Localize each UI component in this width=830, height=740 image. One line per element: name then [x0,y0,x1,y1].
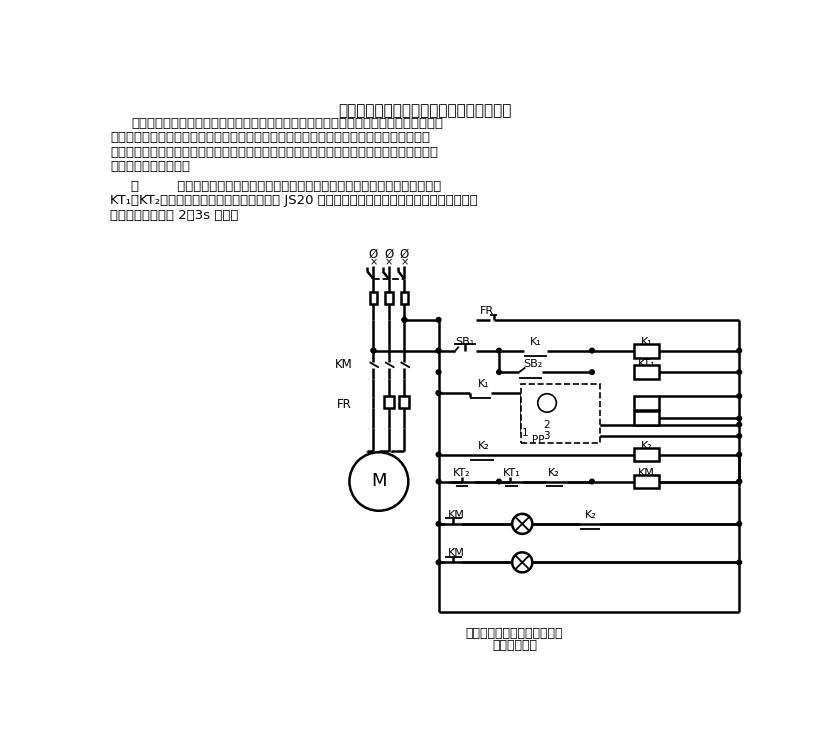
Circle shape [437,370,441,374]
Circle shape [538,394,556,412]
Text: K₂: K₂ [584,510,596,519]
Text: 欲分分不开的情况，压力表触点和中间继电器触点总会产生较大的火花或颤抖，会影响压力表: 欲分分不开的情况，压力表触点和中间继电器触点总会产生较大的火花或颤抖，会影响压力… [110,146,438,159]
Text: 时时，一般调整为 2～3s 即可。: 时时，一般调整为 2～3s 即可。 [110,209,238,222]
Text: FR: FR [337,398,351,411]
Circle shape [589,370,594,374]
Text: PP: PP [532,435,544,445]
Text: KM: KM [335,358,353,371]
Circle shape [737,423,741,427]
Circle shape [437,317,441,322]
Text: 完全使压力表触点接触或未完全使压力表的触点分开时，中间继电器将会产生欲吸吸不住或: 完全使压力表触点接触或未完全使压力表的触点分开时，中间继电器将会产生欲吸吸不住或 [110,131,430,144]
Circle shape [437,349,441,353]
Circle shape [437,480,441,484]
Circle shape [737,370,741,374]
Text: K₂: K₂ [547,468,559,478]
Text: KM: KM [448,548,465,558]
Text: ×: × [400,258,408,268]
Text: 1: 1 [522,428,529,438]
Bar [634,343,659,357]
Text: FR: FR [480,306,494,316]
Text: ×: × [385,258,393,268]
Text: K₁: K₁ [530,337,542,347]
Text: 用电接点压力表实现液位控制，在自动启动或自动停机的临界时间里，由于压力尚未达到: 用电接点压力表实现液位控制，在自动启动或自动停机的临界时间里，由于压力尚未达到 [131,116,443,130]
Text: KT₁: KT₁ [503,468,521,478]
Circle shape [737,394,741,398]
Text: KM: KM [448,510,465,519]
Bar [401,292,408,304]
Text: K₂: K₂ [641,441,652,451]
Circle shape [589,480,594,484]
Circle shape [512,514,532,534]
Circle shape [737,349,741,353]
Circle shape [496,480,501,484]
Text: 自动控制电路: 自动控制电路 [492,639,537,652]
Bar [385,292,393,304]
Bar [634,396,659,410]
Text: ×: × [369,258,378,268]
Bar [520,384,600,443]
Text: M: M [371,473,387,491]
Bar [634,411,659,426]
Text: KT₁: KT₁ [637,359,655,369]
Circle shape [512,552,532,572]
Circle shape [737,560,741,565]
Bar [384,396,394,408]
Bar [634,448,659,462]
Circle shape [437,522,441,526]
Bar [634,366,659,379]
Circle shape [402,317,407,322]
Circle shape [737,416,741,420]
Circle shape [349,452,408,511]
Circle shape [737,452,741,457]
Text: K₁: K₁ [641,337,652,347]
Circle shape [437,349,441,353]
Text: KT₂: KT₂ [637,405,655,415]
Circle shape [737,522,741,526]
Circle shape [371,349,376,353]
Circle shape [737,434,741,438]
Text: K₂: K₂ [477,441,490,451]
Circle shape [496,370,501,374]
Circle shape [437,560,441,565]
Text: 3: 3 [543,431,549,441]
Text: SB₂: SB₂ [524,359,543,369]
Text: p: p [544,398,550,408]
Bar [634,474,659,488]
Text: KM: KM [637,468,655,478]
Text: Ø: Ø [400,248,409,260]
Circle shape [437,452,441,457]
Circle shape [437,391,441,395]
Circle shape [402,317,407,322]
Text: KT₁、KT₂，工作可靠性高。时间继电器选用 JS20 型，按实际需要调整时间，用于水位或气压延: KT₁、KT₂，工作可靠性高。时间继电器选用 JS20 型，按实际需要调整时间，… [110,195,478,207]
Circle shape [737,480,741,484]
Text: SB₁: SB₁ [456,337,475,347]
Text: Ø: Ø [369,248,378,260]
Bar [369,292,378,304]
Bar [399,396,409,408]
Circle shape [496,349,501,353]
Circle shape [737,480,741,484]
Text: 用电接点压力表作液压、气压自动控制电路: 用电接点压力表作液压、气压自动控制电路 [339,103,512,118]
Text: Ø: Ø [384,248,393,260]
Text: 用电接点压力表的液压、气压: 用电接点压力表的液压、气压 [466,628,564,640]
Text: 2: 2 [543,420,549,429]
Text: 和中间继电器的寿命。: 和中间继电器的寿命。 [110,161,190,173]
Circle shape [589,349,594,353]
Circle shape [371,349,376,353]
Text: KT₂: KT₂ [453,468,471,478]
Text: 图         所示为利用电接点压力表的液压、气压自动控制电路，多用两只时间继电器: 图 所示为利用电接点压力表的液压、气压自动控制电路，多用两只时间继电器 [131,180,441,192]
Text: K₁: K₁ [477,380,490,389]
Circle shape [437,391,441,395]
